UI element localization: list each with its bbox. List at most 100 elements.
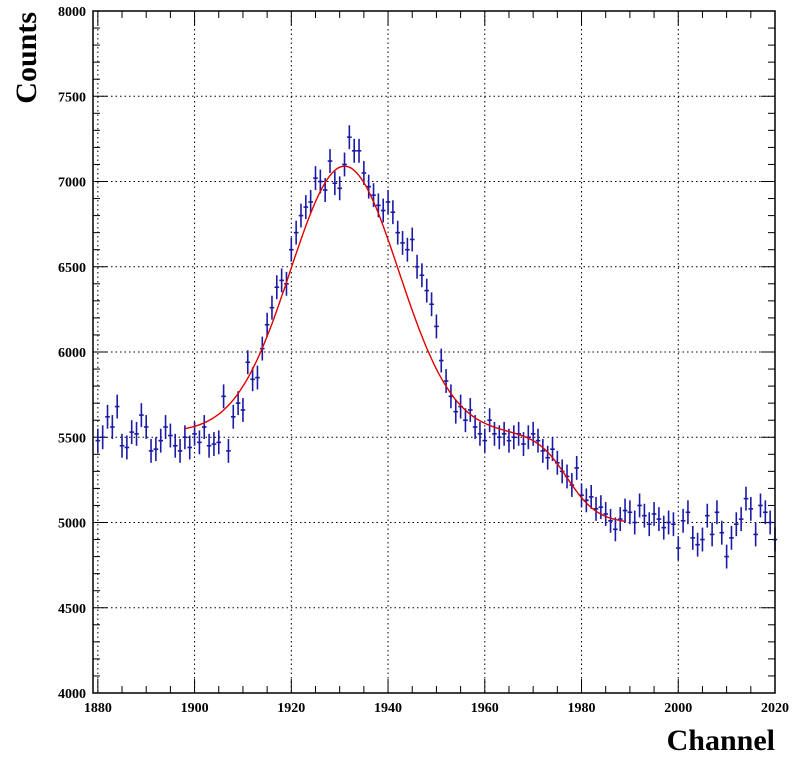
data-point bbox=[671, 512, 676, 537]
data-point bbox=[255, 365, 260, 390]
data-point bbox=[172, 433, 178, 458]
data-point bbox=[603, 502, 609, 526]
data-point bbox=[95, 428, 101, 453]
data-point bbox=[593, 496, 599, 521]
x-axis-title: Channel bbox=[667, 724, 775, 757]
data-point bbox=[438, 348, 444, 373]
y-tick-label: 4000 bbox=[58, 687, 86, 702]
data-point bbox=[211, 432, 217, 457]
data-point bbox=[139, 403, 144, 428]
y-tick-label: 5500 bbox=[58, 431, 86, 446]
y-tick-label: 5000 bbox=[58, 517, 86, 532]
data-point bbox=[530, 421, 536, 446]
y-tick-labels: 4000 4500 5000 5500 6000 6500 7000 7500 8000 bbox=[58, 5, 86, 702]
data-point bbox=[201, 415, 207, 439]
x-tick-labels: 1880 1900 1920 1940 1960 1980 2000 2020 bbox=[84, 701, 789, 716]
data-point bbox=[758, 493, 763, 518]
data-point bbox=[114, 394, 120, 419]
data-point bbox=[627, 500, 633, 525]
x-tick-label: 1900 bbox=[181, 701, 209, 716]
data-point bbox=[535, 428, 541, 453]
data-point bbox=[313, 166, 318, 191]
data-point bbox=[221, 384, 226, 409]
y-tick-label: 7500 bbox=[58, 90, 86, 105]
data-point bbox=[675, 536, 681, 561]
data-point bbox=[700, 527, 705, 552]
x-tick-label: 1940 bbox=[374, 701, 402, 716]
data-point bbox=[709, 522, 715, 547]
data-point bbox=[632, 510, 638, 535]
data-point bbox=[187, 435, 193, 460]
data-point bbox=[617, 507, 623, 532]
data-point bbox=[656, 507, 662, 532]
data-point bbox=[395, 220, 401, 245]
data-point bbox=[598, 495, 604, 520]
y-tick-label: 7000 bbox=[58, 176, 86, 191]
data-point bbox=[105, 404, 110, 429]
axis-ticks bbox=[93, 10, 776, 694]
data-point bbox=[443, 369, 449, 393]
data-point bbox=[177, 438, 183, 463]
data-point bbox=[289, 237, 294, 262]
data-point bbox=[487, 408, 492, 433]
y-tick-label: 6000 bbox=[58, 346, 86, 361]
fit-curve bbox=[184, 165, 626, 522]
data-point bbox=[405, 237, 410, 262]
data-point bbox=[767, 510, 773, 535]
data-point bbox=[743, 486, 749, 511]
x-tick-label: 2020 bbox=[761, 701, 789, 716]
data-point bbox=[680, 508, 686, 533]
data-point bbox=[748, 496, 754, 521]
data-point bbox=[637, 493, 642, 518]
data-point bbox=[235, 391, 241, 416]
data-point bbox=[332, 171, 338, 196]
data-point bbox=[342, 152, 347, 177]
data-point bbox=[240, 398, 246, 422]
data-point bbox=[153, 437, 159, 462]
data-point bbox=[695, 532, 700, 557]
data-point bbox=[197, 430, 202, 455]
data-point bbox=[511, 425, 517, 450]
data-point bbox=[434, 314, 439, 339]
data-point bbox=[279, 268, 284, 293]
data-point bbox=[163, 415, 168, 439]
data-point bbox=[119, 433, 125, 458]
data-point bbox=[250, 367, 255, 392]
data-point bbox=[704, 503, 710, 528]
data-point bbox=[143, 415, 149, 439]
data-point bbox=[584, 488, 589, 513]
data-point bbox=[477, 421, 483, 446]
x-tick-label: 1880 bbox=[84, 701, 112, 716]
data-point bbox=[409, 227, 415, 252]
data-point bbox=[467, 398, 473, 422]
data-point bbox=[492, 421, 497, 446]
data-point bbox=[661, 515, 667, 540]
data-point bbox=[729, 525, 734, 550]
data-point bbox=[719, 520, 725, 545]
data-point bbox=[347, 125, 352, 150]
data-point bbox=[472, 415, 478, 439]
data-point bbox=[690, 525, 696, 550]
data-point bbox=[361, 161, 367, 185]
plot-frame bbox=[92, 10, 776, 694]
data-point bbox=[129, 420, 134, 445]
data-point bbox=[540, 438, 546, 463]
data-point bbox=[226, 438, 231, 463]
data-point bbox=[419, 263, 425, 288]
data-point bbox=[230, 404, 236, 429]
grid-lines bbox=[93, 11, 776, 693]
data-point bbox=[400, 230, 405, 255]
y-tick-label: 6500 bbox=[58, 261, 86, 276]
data-point bbox=[134, 421, 139, 446]
data-point bbox=[269, 295, 275, 320]
data-point bbox=[351, 138, 357, 163]
data-point bbox=[380, 198, 386, 223]
data-point bbox=[124, 435, 130, 460]
data-point bbox=[100, 425, 105, 450]
x-tick-label: 1920 bbox=[277, 701, 305, 716]
data-point bbox=[337, 176, 342, 201]
data-point bbox=[303, 195, 309, 220]
x-tick-label: 1980 bbox=[568, 701, 596, 716]
data-point bbox=[646, 512, 652, 537]
